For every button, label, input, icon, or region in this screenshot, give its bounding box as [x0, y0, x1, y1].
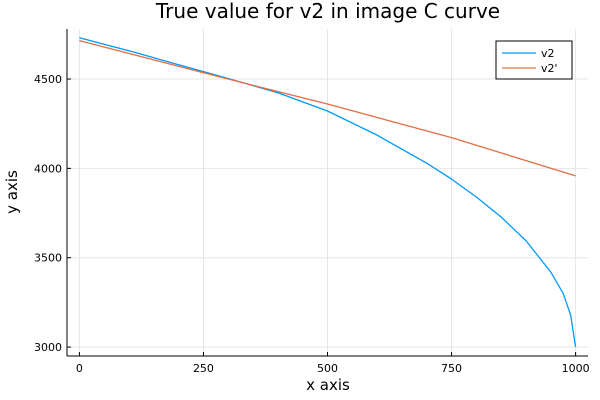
x-tick-label: 0	[76, 362, 83, 375]
x-tick-label: 1000	[562, 362, 590, 375]
x-tick-label: 500	[317, 362, 338, 375]
series-line-v2	[79, 37, 577, 348]
y-axis-title: y axis	[3, 170, 21, 214]
ticks: 0 250 500 750 1000 3000 3500 4000 4500	[34, 73, 590, 375]
series-line-v2-prime	[79, 39, 576, 177]
x-tick-label: 250	[193, 362, 214, 375]
y-tick-label: 3500	[34, 252, 62, 265]
legend: v2 v2'	[495, 40, 573, 80]
legend-label-v2: v2	[541, 47, 555, 60]
chart-title: True value for v2 in image C curve	[155, 0, 500, 23]
legend-label-v2-prime: v2'	[541, 62, 558, 75]
x-axis-title: x axis	[306, 376, 350, 394]
y-tick-label: 3000	[34, 341, 62, 354]
legend-box	[495, 40, 573, 80]
y-tick-label: 4500	[34, 73, 62, 86]
y-tick-label: 4000	[34, 162, 62, 175]
series-lines	[79, 37, 577, 348]
x-tick-label: 750	[441, 362, 462, 375]
